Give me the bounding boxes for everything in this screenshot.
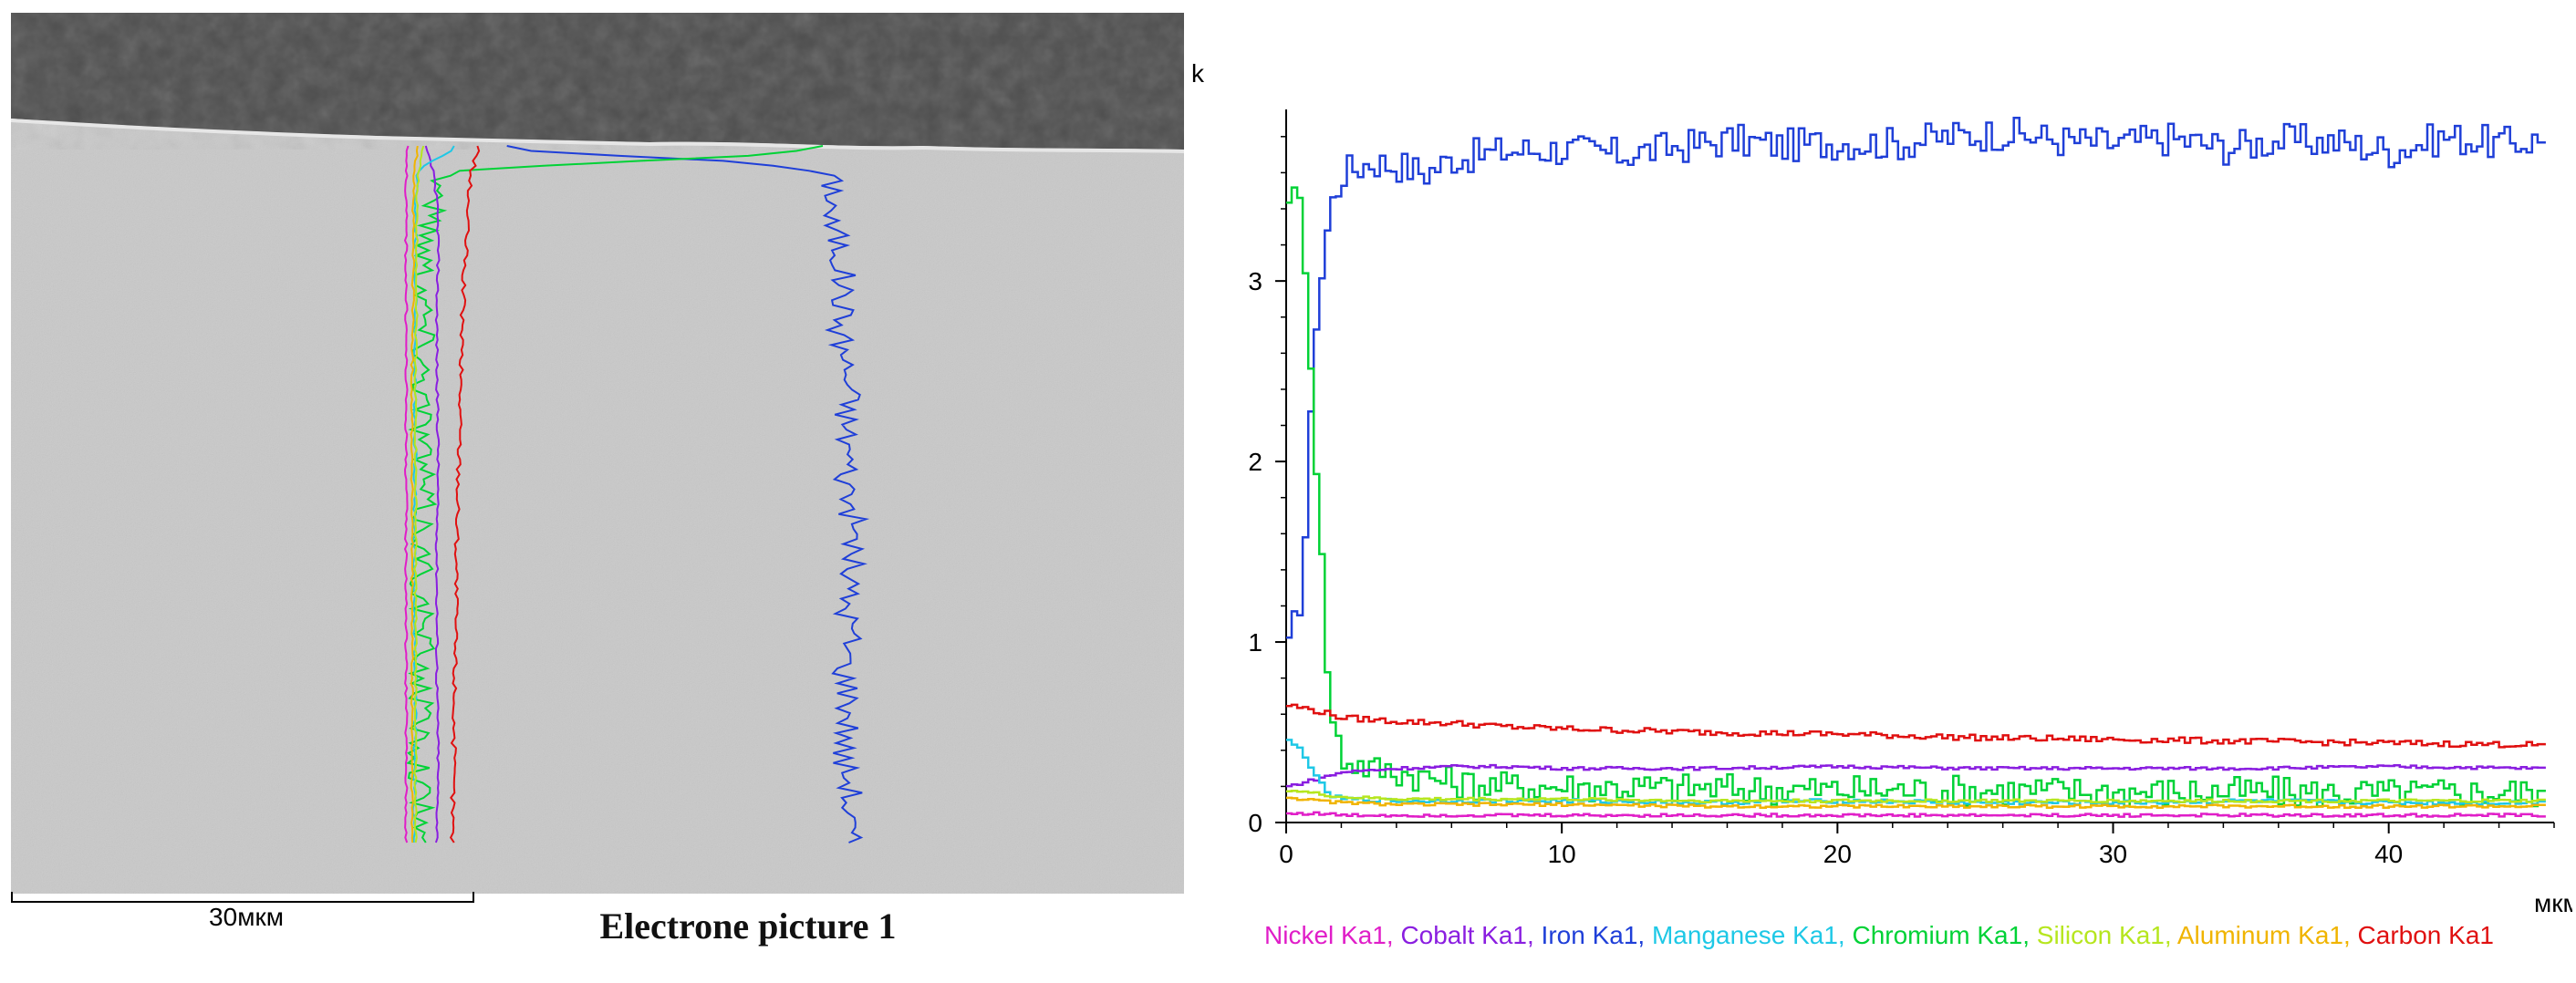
micrograph-caption: Electrone picture 1 (511, 905, 985, 947)
y-axis-label: k (1191, 59, 1205, 88)
legend-separator: , (2022, 921, 2037, 949)
y-tick-label: 1 (1248, 628, 1262, 657)
y-tick-label: 3 (1248, 267, 1262, 295)
electron-micrograph (11, 13, 1184, 894)
legend-entry-iron-ka1: Iron Ka1 (1542, 921, 1638, 949)
legend-separator: , (2343, 921, 2358, 949)
y-tick-label: 0 (1248, 809, 1262, 837)
legend-entry-nickel-ka1: Nickel Ka1 (1264, 921, 1387, 949)
legend-entry-silicon-ka1: Silicon Ka1 (2037, 921, 2165, 949)
series-line-iron-ka1 (1286, 118, 2546, 637)
legend-entry-manganese-ka1: Manganese Ka1 (1652, 921, 1838, 949)
chart-axes: 0 10 20 30 40 0 1 2 3 (1248, 109, 2554, 868)
series-line-manganese-ka1 (1286, 740, 2546, 804)
series-line-carbon-ka1 (1286, 705, 2546, 748)
series-line-cobalt-ka1 (1286, 765, 2546, 786)
series-line-silicon-ka1 (1286, 791, 2546, 802)
legend-separator: , (2165, 921, 2177, 949)
series-line-nickel-ka1 (1286, 812, 2546, 817)
x-tick-label: 20 (1823, 840, 1852, 868)
legend-separator: , (1387, 921, 1401, 949)
legend-entry-carbon-ka1: Carbon Ka1 (2358, 921, 2494, 949)
x-tick-label: 10 (1548, 840, 1576, 868)
scale-bar-label: 30мкм (155, 903, 338, 932)
legend-separator: , (1838, 921, 1853, 949)
linescan-chart: 0 10 20 30 40 0 1 2 3 k мкм (1186, 55, 2572, 916)
legend-entry-aluminum-ka1: Aluminum Ka1 (2177, 921, 2343, 949)
y-tick-label: 2 (1248, 448, 1262, 476)
x-tick-label: 30 (2099, 840, 2127, 868)
legend-entry-chromium-ka1: Chromium Ka1 (1852, 921, 2022, 949)
legend-separator: , (1637, 921, 1652, 949)
legend-separator: , (1527, 921, 1542, 949)
scale-bar-tick-right (473, 892, 474, 903)
chart-series (1286, 118, 2546, 816)
chart-legend: Nickel Ka1, Cobalt Ka1, Iron Ka1, Mangan… (1186, 921, 2572, 950)
series-line-chromium-ka1 (1286, 188, 2546, 807)
micrograph-image (11, 13, 1184, 894)
x-axis-label: мкм (2534, 889, 2572, 916)
x-tick-label: 0 (1279, 840, 1293, 868)
legend-entry-cobalt-ka1: Cobalt Ka1 (1400, 921, 1527, 949)
x-tick-label: 40 (2374, 840, 2403, 868)
